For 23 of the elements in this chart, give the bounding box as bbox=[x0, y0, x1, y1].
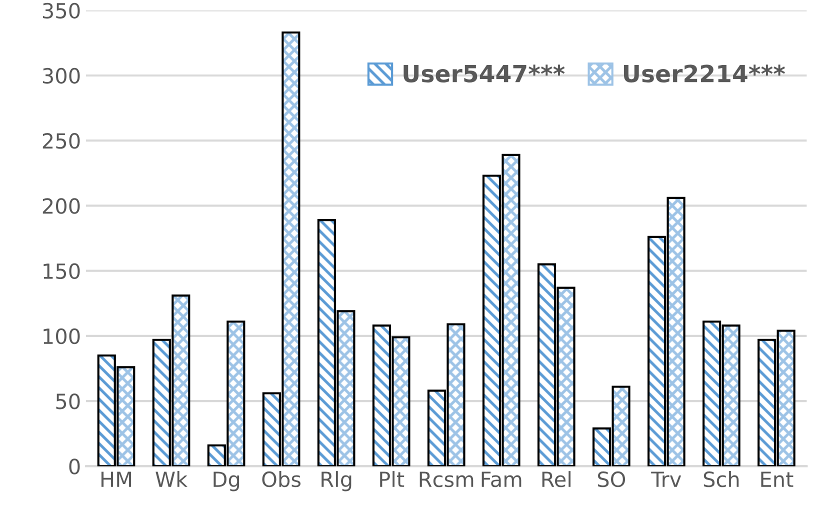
x-tick-label: HM bbox=[101, 472, 132, 487]
x-tick-label: Sch bbox=[704, 471, 739, 488]
legend-label: User5447*** bbox=[404, 64, 565, 83]
x-tick-label: Ent bbox=[761, 472, 794, 487]
y-tick-label: 50 bbox=[56, 394, 80, 410]
x-tick-label: Trv bbox=[651, 472, 682, 487]
x-tick-label: Wk bbox=[156, 471, 188, 487]
y-tick-label: 350 bbox=[42, 2, 80, 19]
y-tick-label: 200 bbox=[42, 198, 80, 214]
x-tick-label: Rcsm bbox=[420, 472, 474, 488]
x-tick-label: Obs bbox=[262, 471, 301, 488]
y-tick-label: 0 bbox=[69, 458, 80, 474]
x-tick-label: Dg bbox=[214, 472, 240, 492]
x-tick-label: SO bbox=[598, 471, 626, 488]
y-tick-label: 300 bbox=[42, 68, 80, 84]
y-tick-label: 250 bbox=[42, 133, 80, 149]
y-tick-label: 100 bbox=[44, 328, 80, 344]
x-tick-label: Fam bbox=[482, 472, 522, 488]
x-tick-label: Plt bbox=[380, 471, 404, 487]
x-tick-label: Rlg bbox=[322, 471, 352, 492]
legend-label: User2214*** bbox=[624, 64, 785, 83]
x-tick-label: Rel bbox=[542, 471, 571, 488]
y-tick-label: 150 bbox=[44, 263, 80, 280]
